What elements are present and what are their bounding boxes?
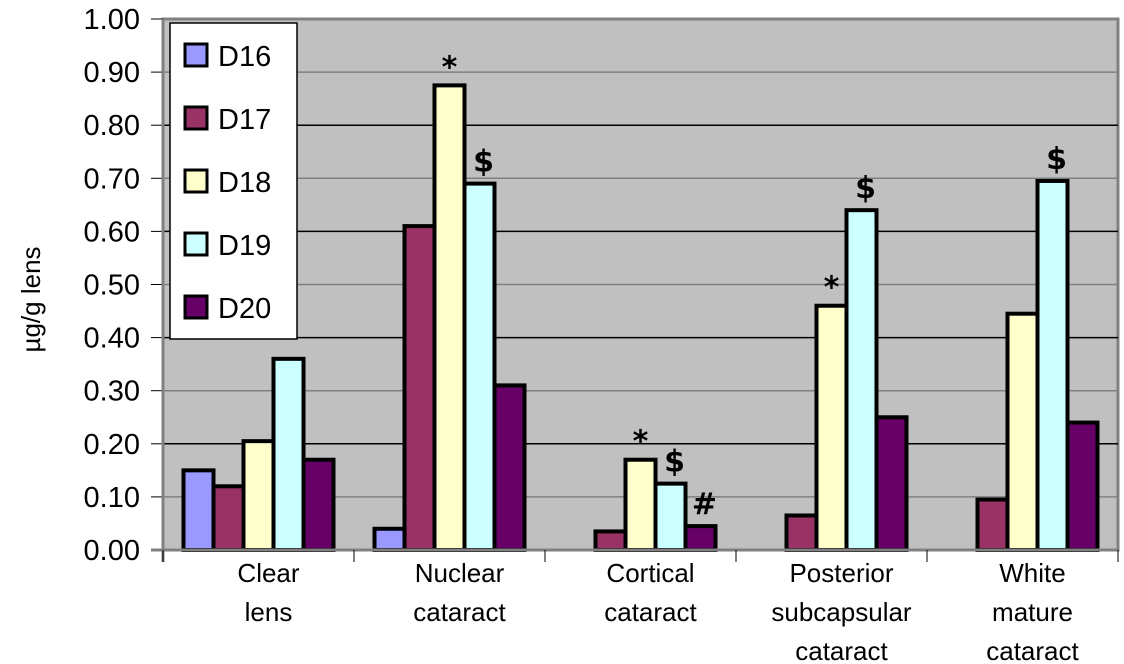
bar-d17	[211, 484, 246, 552]
significance-marker: $	[664, 445, 685, 480]
x-category-label: cataract	[604, 597, 697, 627]
significance-marker: *	[633, 425, 649, 460]
bar-d18	[432, 83, 467, 552]
bar-d19	[462, 181, 497, 553]
legend-label: D16	[218, 41, 271, 73]
y-tick-label: 0.30	[84, 376, 140, 408]
bar-d18	[814, 303, 849, 552]
x-category-label: cataract	[413, 597, 506, 627]
y-tick-label: 0.90	[84, 57, 140, 89]
bar-d19	[1035, 178, 1070, 553]
x-category-label: Posterior	[789, 558, 893, 588]
y-tick-label: 0.20	[84, 429, 140, 461]
legend-swatch-d19	[183, 231, 209, 257]
x-category-label: Cortical	[606, 558, 694, 588]
bar-d16	[372, 526, 407, 553]
legend-label: D17	[218, 104, 271, 136]
bar-d20	[492, 383, 527, 553]
bar-d18	[1005, 311, 1040, 552]
y-tick-label: 0.10	[84, 482, 140, 514]
bar-d19	[653, 481, 688, 552]
y-tick-label: 0.50	[84, 270, 140, 302]
x-category-label: lens	[245, 597, 293, 627]
y-tick-label: 0.80	[84, 110, 140, 142]
x-category-label: Clear	[237, 558, 299, 588]
significance-marker: $	[1046, 142, 1067, 177]
significance-marker: *	[824, 271, 840, 306]
x-category-label: White	[999, 558, 1065, 588]
legend-label: D18	[218, 167, 271, 199]
legend-swatch-d20	[183, 294, 209, 320]
bar-d18	[241, 439, 276, 552]
y-tick-label: 0.60	[84, 216, 140, 248]
bar-d17	[402, 224, 437, 552]
significance-marker: $	[855, 171, 876, 206]
bar-d17	[975, 497, 1010, 552]
legend-label: D20	[218, 293, 271, 325]
legend-swatch-d18	[183, 168, 209, 194]
significance-marker: $	[473, 145, 494, 180]
y-axis-label: µg/g lens	[16, 246, 46, 352]
x-category-label: mature	[992, 597, 1073, 627]
legend-swatch-d17	[183, 105, 209, 131]
bar-d17	[593, 529, 628, 552]
bar-d16	[181, 468, 216, 553]
bar-d20	[1065, 420, 1100, 552]
bar-d19	[271, 356, 306, 552]
y-tick-label: 0.00	[84, 535, 140, 567]
bar-d20	[301, 457, 336, 553]
legend-swatch-d16	[183, 42, 209, 68]
bar-d20	[683, 524, 718, 552]
x-category-label: cataract	[795, 636, 888, 664]
x-category-label: subcapsular	[771, 597, 912, 627]
y-tick-label: 0.70	[84, 163, 140, 195]
x-category-label: Nuclear	[415, 558, 505, 588]
significance-marker: *	[442, 50, 458, 85]
bar-d19	[844, 208, 879, 552]
bar-d18	[623, 457, 658, 553]
legend-label: D19	[218, 230, 271, 262]
x-category-label: cataract	[986, 636, 1079, 664]
significance-marker: #	[692, 487, 717, 522]
bar-d17	[784, 513, 819, 552]
y-tick-label: 1.00	[84, 4, 140, 36]
bar-d20	[874, 415, 909, 552]
y-tick-label: 0.40	[84, 323, 140, 355]
